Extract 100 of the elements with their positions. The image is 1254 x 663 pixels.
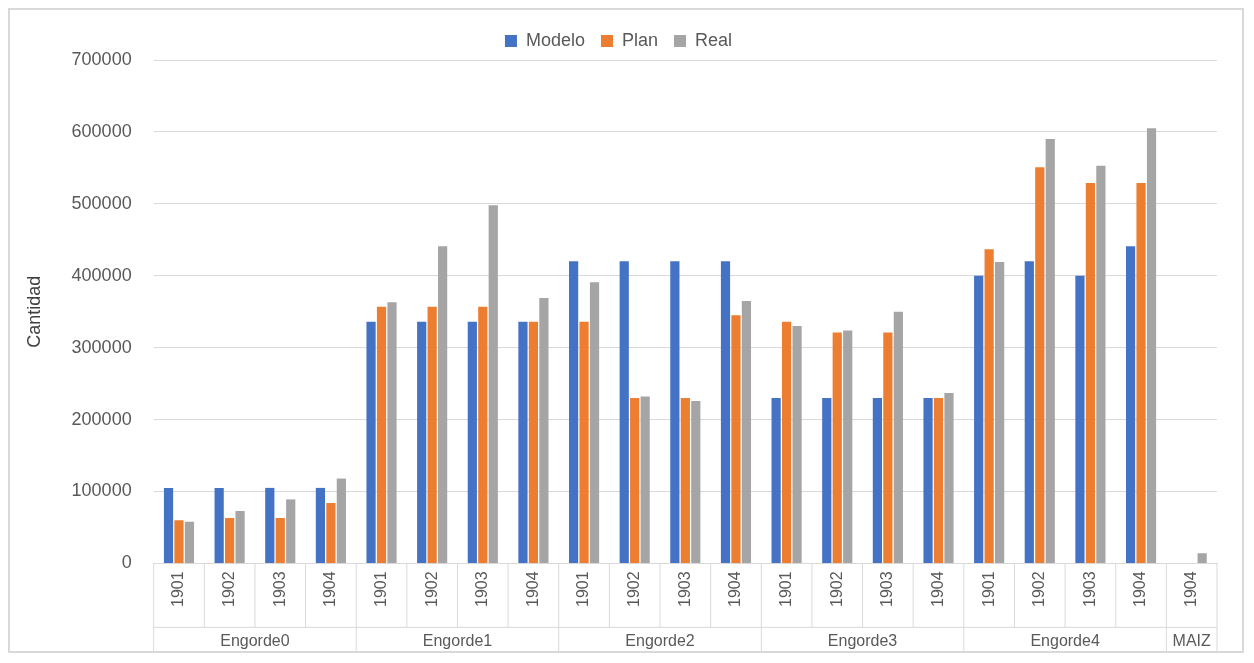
- bar: [174, 520, 184, 563]
- bar: [589, 282, 600, 563]
- y-tick-label: 200000: [71, 408, 132, 429]
- bar: [995, 262, 1005, 563]
- bar: [670, 261, 680, 563]
- text: Engorde2: [625, 631, 695, 649]
- y-tick-label: 300000: [71, 336, 132, 357]
- bar: [438, 246, 448, 563]
- x-tick-label: 1902: [1030, 571, 1048, 607]
- bar: [1045, 139, 1055, 563]
- bar: [286, 499, 296, 563]
- bar: [741, 300, 752, 563]
- bar: [1146, 128, 1157, 563]
- bar: [893, 311, 903, 563]
- bar: [720, 261, 731, 563]
- x-tick-label: 1901: [574, 571, 592, 607]
- bar: [843, 330, 853, 563]
- bar: [832, 332, 842, 563]
- x-tick-label: 1904: [726, 571, 744, 607]
- bar: [731, 315, 741, 563]
- bar: [630, 398, 640, 563]
- bar: [1125, 246, 1136, 563]
- x-tick-label: 1901: [169, 571, 187, 607]
- bar: [1197, 553, 1207, 563]
- x-tick-label: 1904: [1131, 571, 1149, 607]
- y-axis-title: Cantidad: [23, 275, 44, 348]
- bar: [518, 321, 528, 563]
- y-tick-label: 100000: [71, 480, 132, 501]
- x-tick-label: 1901: [371, 571, 389, 607]
- bar: [366, 321, 376, 563]
- bar: [680, 398, 690, 563]
- bar: [792, 326, 802, 563]
- x-tick-label: 1903: [270, 571, 288, 607]
- bar: [1075, 275, 1085, 563]
- bar: [933, 398, 944, 563]
- bar: [214, 487, 224, 563]
- x-tick-label: 1903: [675, 571, 693, 607]
- bar: [923, 398, 933, 563]
- x-tick-label: 1901: [777, 571, 795, 607]
- bar: [467, 321, 477, 563]
- bar: [1085, 182, 1096, 563]
- bar: [984, 249, 994, 563]
- y-tick-label: 600000: [71, 120, 132, 141]
- bar: [1136, 182, 1146, 563]
- bar: [184, 521, 195, 563]
- bar: [528, 321, 539, 563]
- bar: [488, 205, 498, 563]
- x-tick-label: 1902: [827, 571, 845, 607]
- bar: [579, 321, 589, 563]
- bar: [427, 306, 437, 563]
- bar: [235, 510, 245, 563]
- bar: [771, 398, 781, 563]
- x-tick-label: 1904: [321, 571, 339, 607]
- bar: [539, 298, 549, 563]
- bar: [275, 518, 285, 563]
- x-tick-label: 1901: [979, 571, 997, 607]
- y-tick-label: 400000: [71, 264, 132, 285]
- bar: [822, 398, 832, 563]
- bar: [417, 321, 427, 563]
- bar: [619, 261, 629, 563]
- x-tick-label: 1904: [928, 571, 946, 607]
- bar: [163, 487, 174, 563]
- text: Engorde4: [1030, 631, 1100, 649]
- legend-label: Modelo: [525, 29, 586, 50]
- bar: [944, 392, 954, 563]
- bar: [883, 332, 893, 563]
- bar: [376, 306, 387, 563]
- x-tick-label: 1904: [523, 571, 541, 607]
- x-tick-label: 1903: [878, 571, 896, 607]
- legend-label: Plan: [622, 29, 659, 50]
- text: Engorde3: [827, 631, 898, 649]
- text: MAIZ: [1172, 631, 1212, 649]
- x-tick-label: 1904: [1182, 571, 1200, 607]
- bar: [640, 396, 650, 563]
- y-tick-label: 500000: [71, 192, 132, 213]
- x-tick-label: 1903: [473, 571, 491, 607]
- x-tick-label: 1902: [422, 571, 440, 607]
- y-tick-label: 700000: [71, 48, 132, 69]
- bar: [336, 478, 346, 563]
- x-tick-label: 1902: [625, 571, 643, 607]
- bar: [315, 487, 326, 563]
- bar: [691, 400, 701, 563]
- bar: [782, 321, 792, 563]
- x-tick-label: 1903: [1080, 571, 1098, 607]
- text: Engorde1: [422, 631, 493, 649]
- bar: [974, 275, 984, 563]
- bar: [265, 487, 275, 563]
- bar: [387, 302, 397, 563]
- x-tick-label: 1902: [220, 571, 238, 607]
- bar: [1024, 261, 1034, 563]
- legend-label: Real: [695, 29, 733, 50]
- bar: [1096, 165, 1106, 563]
- bar: [478, 306, 488, 563]
- bar: [326, 503, 336, 563]
- bar: [568, 261, 579, 563]
- bar: [225, 518, 235, 563]
- bar: [872, 398, 883, 563]
- y-tick-label: 0: [121, 552, 132, 573]
- bar: [1035, 167, 1045, 563]
- text: Engorde0: [220, 631, 290, 649]
